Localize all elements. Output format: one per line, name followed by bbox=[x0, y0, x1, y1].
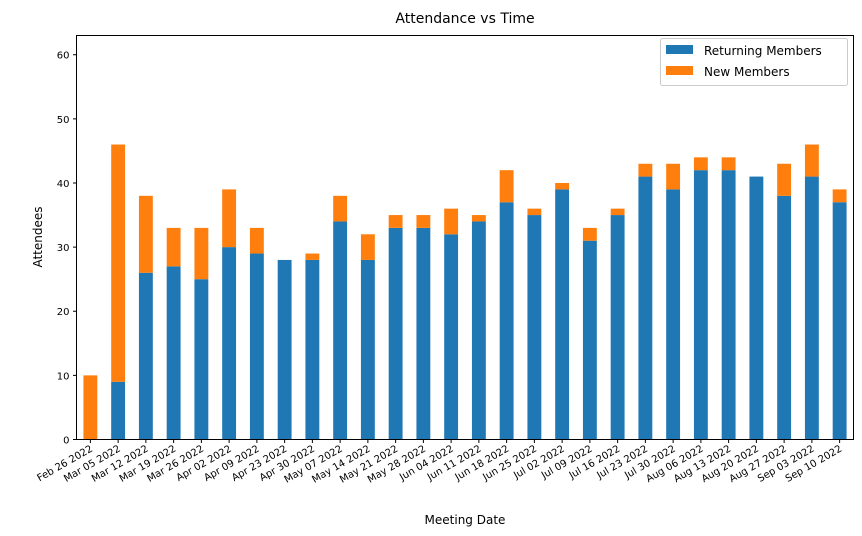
bar-segment-returning bbox=[249, 253, 264, 440]
bar-segment-new bbox=[499, 170, 514, 203]
bar-segment-returning bbox=[360, 259, 375, 440]
y-axis-title: Attendees bbox=[31, 206, 45, 267]
bar-segment-returning bbox=[416, 227, 431, 440]
bar-segment-returning bbox=[166, 266, 181, 440]
bar-segment-new bbox=[416, 215, 431, 228]
y-axis-ticks: 0 10 20 30 40 50 60 bbox=[57, 51, 77, 447]
bar-segment-new bbox=[444, 208, 459, 235]
bar-segment-new bbox=[166, 227, 181, 267]
y-tick-label: 0 bbox=[63, 436, 69, 447]
bar-segment-returning bbox=[305, 259, 320, 440]
bar-segment-returning bbox=[111, 381, 126, 440]
bar-segment-returning bbox=[499, 202, 514, 440]
bar-segment-returning bbox=[610, 215, 625, 440]
bar-segment-new bbox=[693, 157, 708, 171]
bar-segment-new bbox=[249, 227, 264, 254]
bar-segment-new bbox=[471, 215, 486, 222]
bar-segment-new bbox=[721, 157, 736, 171]
bar-segment-returning bbox=[138, 272, 153, 440]
y-tick-label: 40 bbox=[57, 179, 70, 190]
legend-label-new: New Members bbox=[704, 65, 790, 79]
bar-segment-returning bbox=[666, 189, 681, 440]
y-tick-label: 30 bbox=[57, 243, 70, 254]
bar-segment-returning bbox=[471, 221, 486, 440]
bar-segment-new bbox=[638, 163, 653, 177]
bar-segment-returning bbox=[222, 247, 237, 440]
bar-segment-new bbox=[388, 215, 403, 228]
bar-segment-new bbox=[777, 163, 792, 196]
bar-segment-new bbox=[610, 208, 625, 216]
bar-segment-new bbox=[83, 375, 98, 440]
bar-segment-new bbox=[555, 182, 570, 190]
legend-label-returning: Returning Members bbox=[704, 44, 822, 58]
bar-segment-new bbox=[666, 163, 681, 190]
legend: Returning Members New Members bbox=[660, 38, 848, 86]
bar-segment-new bbox=[832, 189, 847, 203]
bar-segment-new bbox=[360, 234, 375, 260]
bar-segment-new bbox=[804, 144, 819, 177]
bar-segment-returning bbox=[582, 240, 597, 440]
bar-segment-returning bbox=[832, 202, 847, 440]
x-axis-title: Meeting Date bbox=[425, 513, 506, 527]
bar-segment-new bbox=[138, 195, 153, 273]
bar-segment-new bbox=[582, 227, 597, 241]
bar-segment-new bbox=[222, 189, 237, 248]
bar-segment-returning bbox=[721, 170, 736, 440]
bars-layer bbox=[83, 144, 847, 440]
bar-segment-new bbox=[527, 208, 542, 216]
bar-segment-returning bbox=[194, 279, 209, 440]
legend-swatch-returning bbox=[666, 45, 693, 54]
chart-title: Attendance vs Time bbox=[395, 11, 534, 27]
bar-segment-returning bbox=[388, 227, 403, 440]
bar-segment-new bbox=[194, 227, 209, 280]
plot-frame bbox=[76, 35, 854, 440]
bar-segment-returning bbox=[638, 176, 653, 440]
bar-segment-returning bbox=[444, 234, 459, 440]
bar-segment-returning bbox=[804, 176, 819, 440]
legend-swatch-new bbox=[666, 66, 693, 75]
y-tick-label: 10 bbox=[57, 371, 70, 382]
bar-segment-new bbox=[111, 144, 126, 382]
y-tick-label: 50 bbox=[57, 115, 70, 126]
bar-segment-new bbox=[305, 253, 320, 260]
bar-segment-returning bbox=[277, 259, 292, 440]
bar-segment-returning bbox=[333, 221, 348, 440]
bar-segment-returning bbox=[555, 189, 570, 440]
y-tick-label: 20 bbox=[57, 307, 70, 318]
bar-segment-returning bbox=[527, 215, 542, 440]
legend-box bbox=[660, 38, 848, 86]
y-tick-label: 60 bbox=[57, 51, 70, 62]
bar-segment-new bbox=[333, 195, 348, 222]
bar-segment-returning bbox=[749, 176, 764, 440]
bar-segment-returning bbox=[777, 195, 792, 440]
bar-segment-returning bbox=[693, 170, 708, 440]
